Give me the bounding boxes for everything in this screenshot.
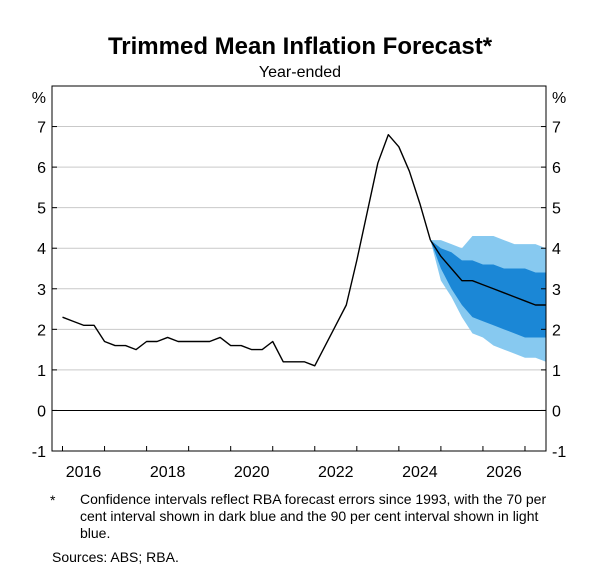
- x-tick-label: 2026: [486, 464, 522, 481]
- x-tick-label: 2016: [66, 464, 102, 481]
- y-tick-label: 2: [37, 322, 46, 339]
- y-unit-right: %: [552, 90, 566, 107]
- band-70-per-cent: [430, 240, 546, 338]
- plot-frame: [51, 85, 547, 452]
- y-tick-label: 1: [37, 363, 46, 380]
- y-tick-label: 7: [37, 120, 46, 137]
- x-tick-label: 2024: [402, 464, 438, 481]
- y-tick-label: 6: [37, 160, 46, 177]
- y-tick-label: 5: [552, 201, 561, 218]
- x-tick-label: 2022: [318, 464, 354, 481]
- chart-title: Trimmed Mean Inflation Forecast*: [108, 33, 493, 60]
- y-tick-label: 3: [552, 282, 561, 299]
- y-tick-label: 4: [552, 241, 561, 258]
- y-tick-label: -1: [32, 444, 46, 461]
- y-tick-label: 0: [37, 403, 46, 420]
- y-unit-left: %: [32, 90, 46, 107]
- chart-subtitle: Year-ended: [259, 64, 341, 81]
- series-forecast: [429, 239, 546, 306]
- y-tick-label: 6: [552, 160, 561, 177]
- y-tick-label: 5: [37, 201, 46, 218]
- x-tick-label: 2020: [234, 464, 270, 481]
- y-tick-label: 2: [552, 322, 561, 339]
- sources-note: Sources: ABS; RBA.: [52, 549, 179, 565]
- y-tick-label: 0: [552, 403, 561, 420]
- y-tick-label: 3: [37, 282, 46, 299]
- footnote-marker: *: [50, 492, 56, 508]
- y-tick-label: 7: [552, 120, 561, 137]
- y-tick-label: 1: [552, 363, 561, 380]
- y-tick-label: -1: [552, 444, 566, 461]
- x-tick-label: 2018: [150, 464, 186, 481]
- series-actual: [62, 133, 432, 367]
- footnote-text: Confidence intervals reflect RBA forecas…: [80, 491, 547, 541]
- tick-labels: -1 -1 0 0 1 1 2 2 3 3 4 4 5 5 6 6 7 7 2016 2018 2020 2022 2024…: [32, 120, 567, 481]
- inflation-line: [62, 133, 546, 367]
- y-tick-label: 4: [37, 241, 46, 258]
- axis-ticks: [52, 126, 546, 452]
- confidence-bands: [430, 236, 546, 362]
